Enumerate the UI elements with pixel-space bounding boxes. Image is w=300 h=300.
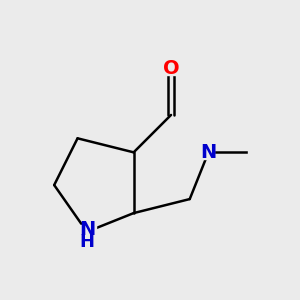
Bar <box>203 146 214 159</box>
Bar <box>166 62 176 75</box>
Text: O: O <box>163 59 179 78</box>
Text: H: H <box>80 233 94 251</box>
Bar <box>248 146 272 159</box>
Text: N: N <box>200 143 217 162</box>
Bar <box>78 225 96 239</box>
Text: N: N <box>79 220 95 239</box>
